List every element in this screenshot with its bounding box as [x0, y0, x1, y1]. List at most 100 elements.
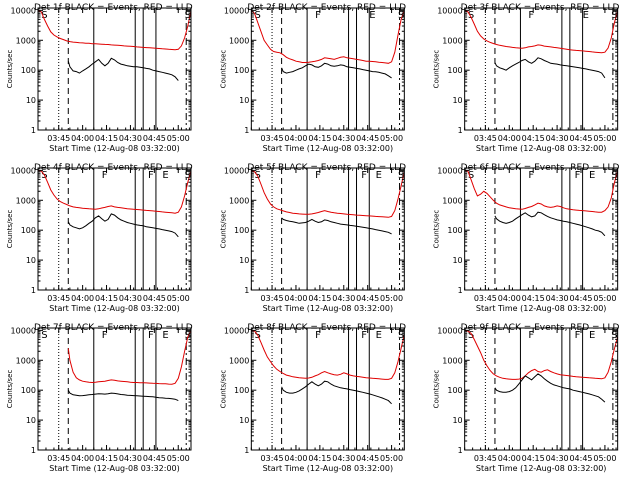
events-line — [281, 62, 392, 79]
region-letter: F — [315, 170, 321, 181]
events-line — [281, 380, 392, 405]
y-tick-label: 10000 — [11, 166, 36, 175]
region-letter: S — [185, 330, 191, 341]
region-letter: F — [528, 10, 534, 21]
x-tick-label: 04:30 — [546, 454, 569, 463]
x-axis-label: Start Time (12-Aug-08 03:32:00) — [263, 464, 394, 473]
region-letter: S — [611, 330, 617, 341]
x-tick-label: 04:15 — [95, 134, 118, 143]
region-letter: S — [255, 10, 261, 21]
region-letter: S — [398, 10, 404, 21]
x-tick-label: 04:30 — [546, 294, 569, 303]
y-tick-label: 100 — [447, 226, 462, 235]
region-letter: S — [185, 10, 191, 21]
x-axis-label: Start Time (12-Aug-08 03:32:00) — [49, 144, 180, 153]
x-tick-label: 05:00 — [167, 294, 190, 303]
region-letter: E — [369, 10, 375, 21]
panel-title: Det 4f BLACK = Events, RED = LLD — [34, 163, 193, 173]
panel-title: Det 6f BLACK = Events, RED = LLD — [461, 163, 620, 173]
y-tick-label: 10 — [239, 96, 249, 105]
region-letter: F — [315, 330, 321, 341]
y-tick-label: 1 — [458, 286, 463, 295]
events-line — [67, 389, 179, 402]
y-tick-label: 10000 — [437, 166, 462, 175]
panel-title: Det 9f BLACK = Events, RED = LLD — [461, 323, 620, 333]
y-tick-label: 10000 — [224, 6, 249, 15]
x-axis-label: Start Time (12-Aug-08 03:32:00) — [49, 464, 180, 473]
x-tick-label: 04:15 — [522, 134, 545, 143]
y-tick-label: 100 — [21, 66, 36, 75]
x-axis-label: Start Time (12-Aug-08 03:32:00) — [476, 464, 607, 473]
y-tick-label: 1 — [244, 286, 249, 295]
plot-frame — [250, 167, 405, 291]
x-tick-label: 04:00 — [284, 294, 307, 303]
events-line — [67, 57, 179, 81]
x-tick-label: 04:30 — [332, 454, 355, 463]
y-tick-label: 1000 — [16, 36, 36, 45]
x-tick-label: 04:15 — [95, 294, 118, 303]
x-tick-label: 04:45 — [143, 134, 166, 143]
region-letter: S — [611, 170, 617, 181]
y-tick-label: 10 — [452, 256, 462, 265]
x-axis-label: Start Time (12-Aug-08 03:32:00) — [476, 144, 607, 153]
region-letter: F — [575, 330, 581, 341]
y-tick-label: 10000 — [224, 326, 249, 335]
x-tick-label: 04:00 — [498, 134, 521, 143]
region-letter: F — [361, 170, 367, 181]
x-tick-label: 05:00 — [380, 294, 403, 303]
plot-frame — [464, 7, 619, 131]
plot-frame — [464, 327, 619, 451]
x-tick-label: 04:15 — [308, 294, 331, 303]
x-tick-label: 04:00 — [71, 294, 94, 303]
plot-frame — [250, 327, 405, 451]
lld-line — [464, 9, 618, 54]
x-tick-label: 05:00 — [380, 134, 403, 143]
y-axis-label: Counts/sec — [219, 50, 227, 89]
x-tick-label: 04:45 — [569, 454, 592, 463]
x-tick-label: 04:00 — [284, 454, 307, 463]
lld-line — [464, 329, 618, 380]
y-tick-label: 10 — [452, 416, 462, 425]
y-tick-label: 10000 — [437, 326, 462, 335]
y-tick-label: 10 — [239, 416, 249, 425]
region-letter: F — [575, 170, 581, 181]
x-tick-label: 04:45 — [356, 454, 379, 463]
x-tick-label: 04:45 — [569, 294, 592, 303]
region-letter: S — [41, 330, 47, 341]
x-tick-label: 03:45 — [47, 454, 70, 463]
panel-title: Det 7f BLACK = Events, RED = LLD — [34, 323, 193, 333]
y-tick-label: 100 — [234, 66, 249, 75]
region-letter: F — [148, 170, 154, 181]
lld-line — [251, 329, 405, 380]
y-tick-label: 1 — [458, 126, 463, 135]
events-line — [67, 213, 179, 238]
x-tick-label: 04:45 — [143, 294, 166, 303]
y-tick-label: 100 — [21, 386, 36, 395]
region-letter: E — [162, 170, 168, 181]
y-axis-label: Counts/sec — [6, 210, 14, 249]
x-tick-label: 04:00 — [71, 454, 94, 463]
x-tick-label: 04:15 — [308, 134, 331, 143]
region-letter: E — [162, 330, 168, 341]
lld-line — [67, 330, 191, 385]
region-letter: S — [468, 10, 474, 21]
region-letter: F — [148, 330, 154, 341]
y-tick-label: 1 — [31, 446, 36, 455]
y-tick-label: 1000 — [229, 356, 249, 365]
y-tick-label: 1000 — [229, 36, 249, 45]
x-tick-label: 04:15 — [522, 294, 545, 303]
y-tick-label: 100 — [21, 226, 36, 235]
y-tick-label: 1000 — [442, 356, 462, 365]
x-tick-label: 04:30 — [119, 134, 142, 143]
region-letter: S — [398, 330, 404, 341]
region-letter: F — [102, 170, 108, 181]
region-letter: S — [611, 10, 617, 21]
y-tick-label: 1 — [244, 126, 249, 135]
x-tick-label: 04:00 — [498, 454, 521, 463]
